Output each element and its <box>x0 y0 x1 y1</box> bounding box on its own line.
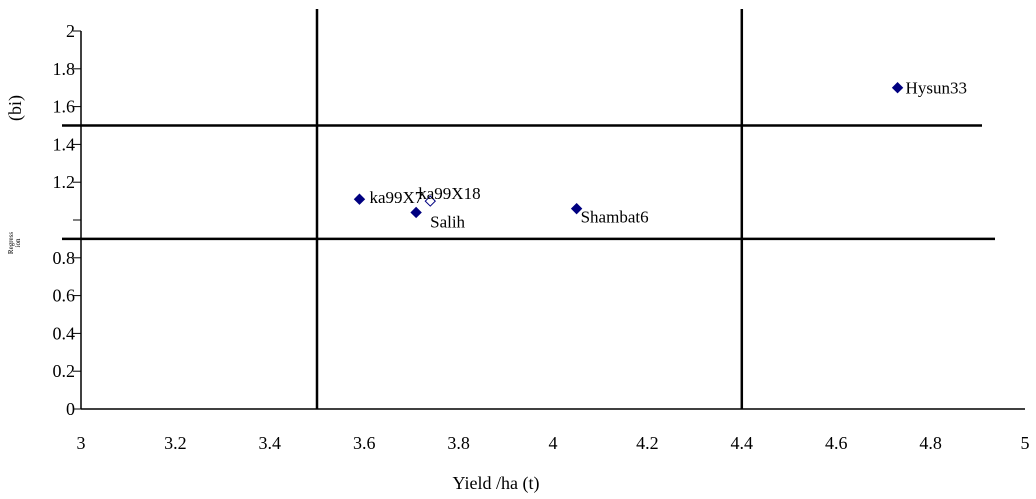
y-tick-label: 1.8 <box>53 59 76 79</box>
x-tick-label: 3.8 <box>447 433 470 453</box>
y-axis-title: (bi) <box>5 95 26 121</box>
y-tick-label: 0.6 <box>53 286 76 306</box>
x-tick-label: 3.6 <box>353 433 376 453</box>
y-tick-label: 0.4 <box>53 323 76 343</box>
x-tick-label: 3 <box>77 433 86 453</box>
data-point-ka99X18 <box>424 195 436 207</box>
data-point-Salih <box>410 206 422 219</box>
x-tick-label: 3.4 <box>259 433 282 453</box>
y-tick-label: 0.2 <box>53 361 76 381</box>
y-tick-label: 1.6 <box>53 97 76 117</box>
y-tick-label: 2 <box>66 21 75 41</box>
x-tick-label: 5 <box>1021 433 1030 453</box>
data-point-ka99X7 <box>353 193 366 205</box>
y-tick-label: 0 <box>66 399 75 419</box>
x-tick-label: 4.6 <box>825 433 848 453</box>
data-point-Shambat6 <box>570 202 583 215</box>
x-tick-label: 3.2 <box>164 433 187 453</box>
y-tick-label: 1.4 <box>53 134 76 154</box>
x-tick-label: 4.8 <box>919 433 942 453</box>
x-axis-ticks: 3 3.2 3.4 3.6 3.8 4 4.2 4.4 4.6 4.8 5 <box>77 433 1030 453</box>
x-tick-label: 4.4 <box>731 433 754 453</box>
point-label-ka99X18: ka99X18 <box>418 184 480 203</box>
y-tick-label: 1.2 <box>53 172 76 192</box>
y-tick-label: 0.8 <box>53 248 76 268</box>
point-label-Hysun33: Hysun33 <box>906 79 967 98</box>
x-axis-title: Yield /ha (t) <box>453 473 540 494</box>
data-point-Hysun33 <box>891 81 904 94</box>
x-tick-label: 4 <box>549 433 558 453</box>
y-axis-small-label-2: ion <box>14 238 22 247</box>
y-axis-small-label-1: Regress <box>7 232 15 254</box>
point-label-Salih: Salih <box>430 212 465 231</box>
axes <box>80 31 1025 410</box>
point-label-ka99X7: ka99X7 <box>369 188 423 207</box>
x-tick-label: 4.2 <box>636 433 659 453</box>
reference-lines <box>62 9 995 409</box>
y-axis-ticks: 0 0.2 0.4 0.6 0.8 1.2 1.4 1.6 1.8 2 <box>53 21 81 419</box>
point-label-Shambat6: Shambat6 <box>581 208 649 227</box>
